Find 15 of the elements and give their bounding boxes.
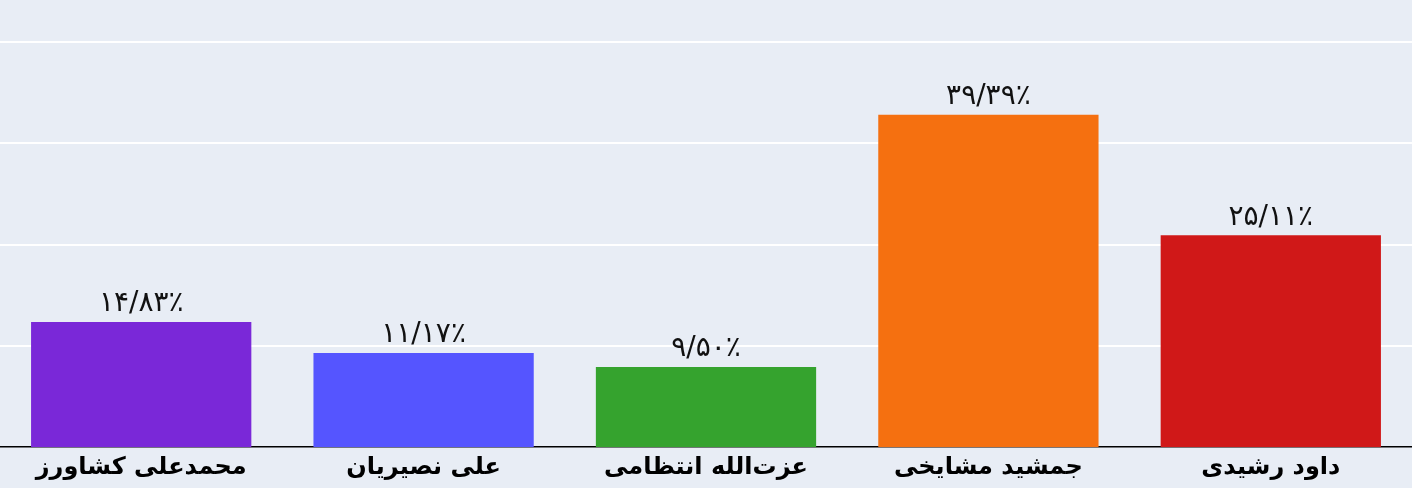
data-label: ۱۱/۱۷٪ [381,316,466,350]
bar [595,367,817,448]
bar [31,322,252,448]
bar [878,114,1099,448]
data-label: ۲۵/۱۱٪ [1228,198,1314,232]
data-label: ۹/۵۰٪ [671,330,741,364]
x-tick-label: محمدعلی کشاورز [34,451,247,480]
data-label: ۱۴/۸۳٪ [98,285,184,319]
x-tick-label: داود رشیدی [1201,451,1341,480]
bar [1160,235,1381,448]
x-tick-label: جمشید مشایخی [894,451,1083,480]
data-label: ۳۹/۳۹٪ [946,77,1031,111]
x-tick-label: عزت‌الله انتظامی [604,451,808,480]
x-tick-label: علی نصیریان [346,451,501,480]
bar [313,352,534,448]
